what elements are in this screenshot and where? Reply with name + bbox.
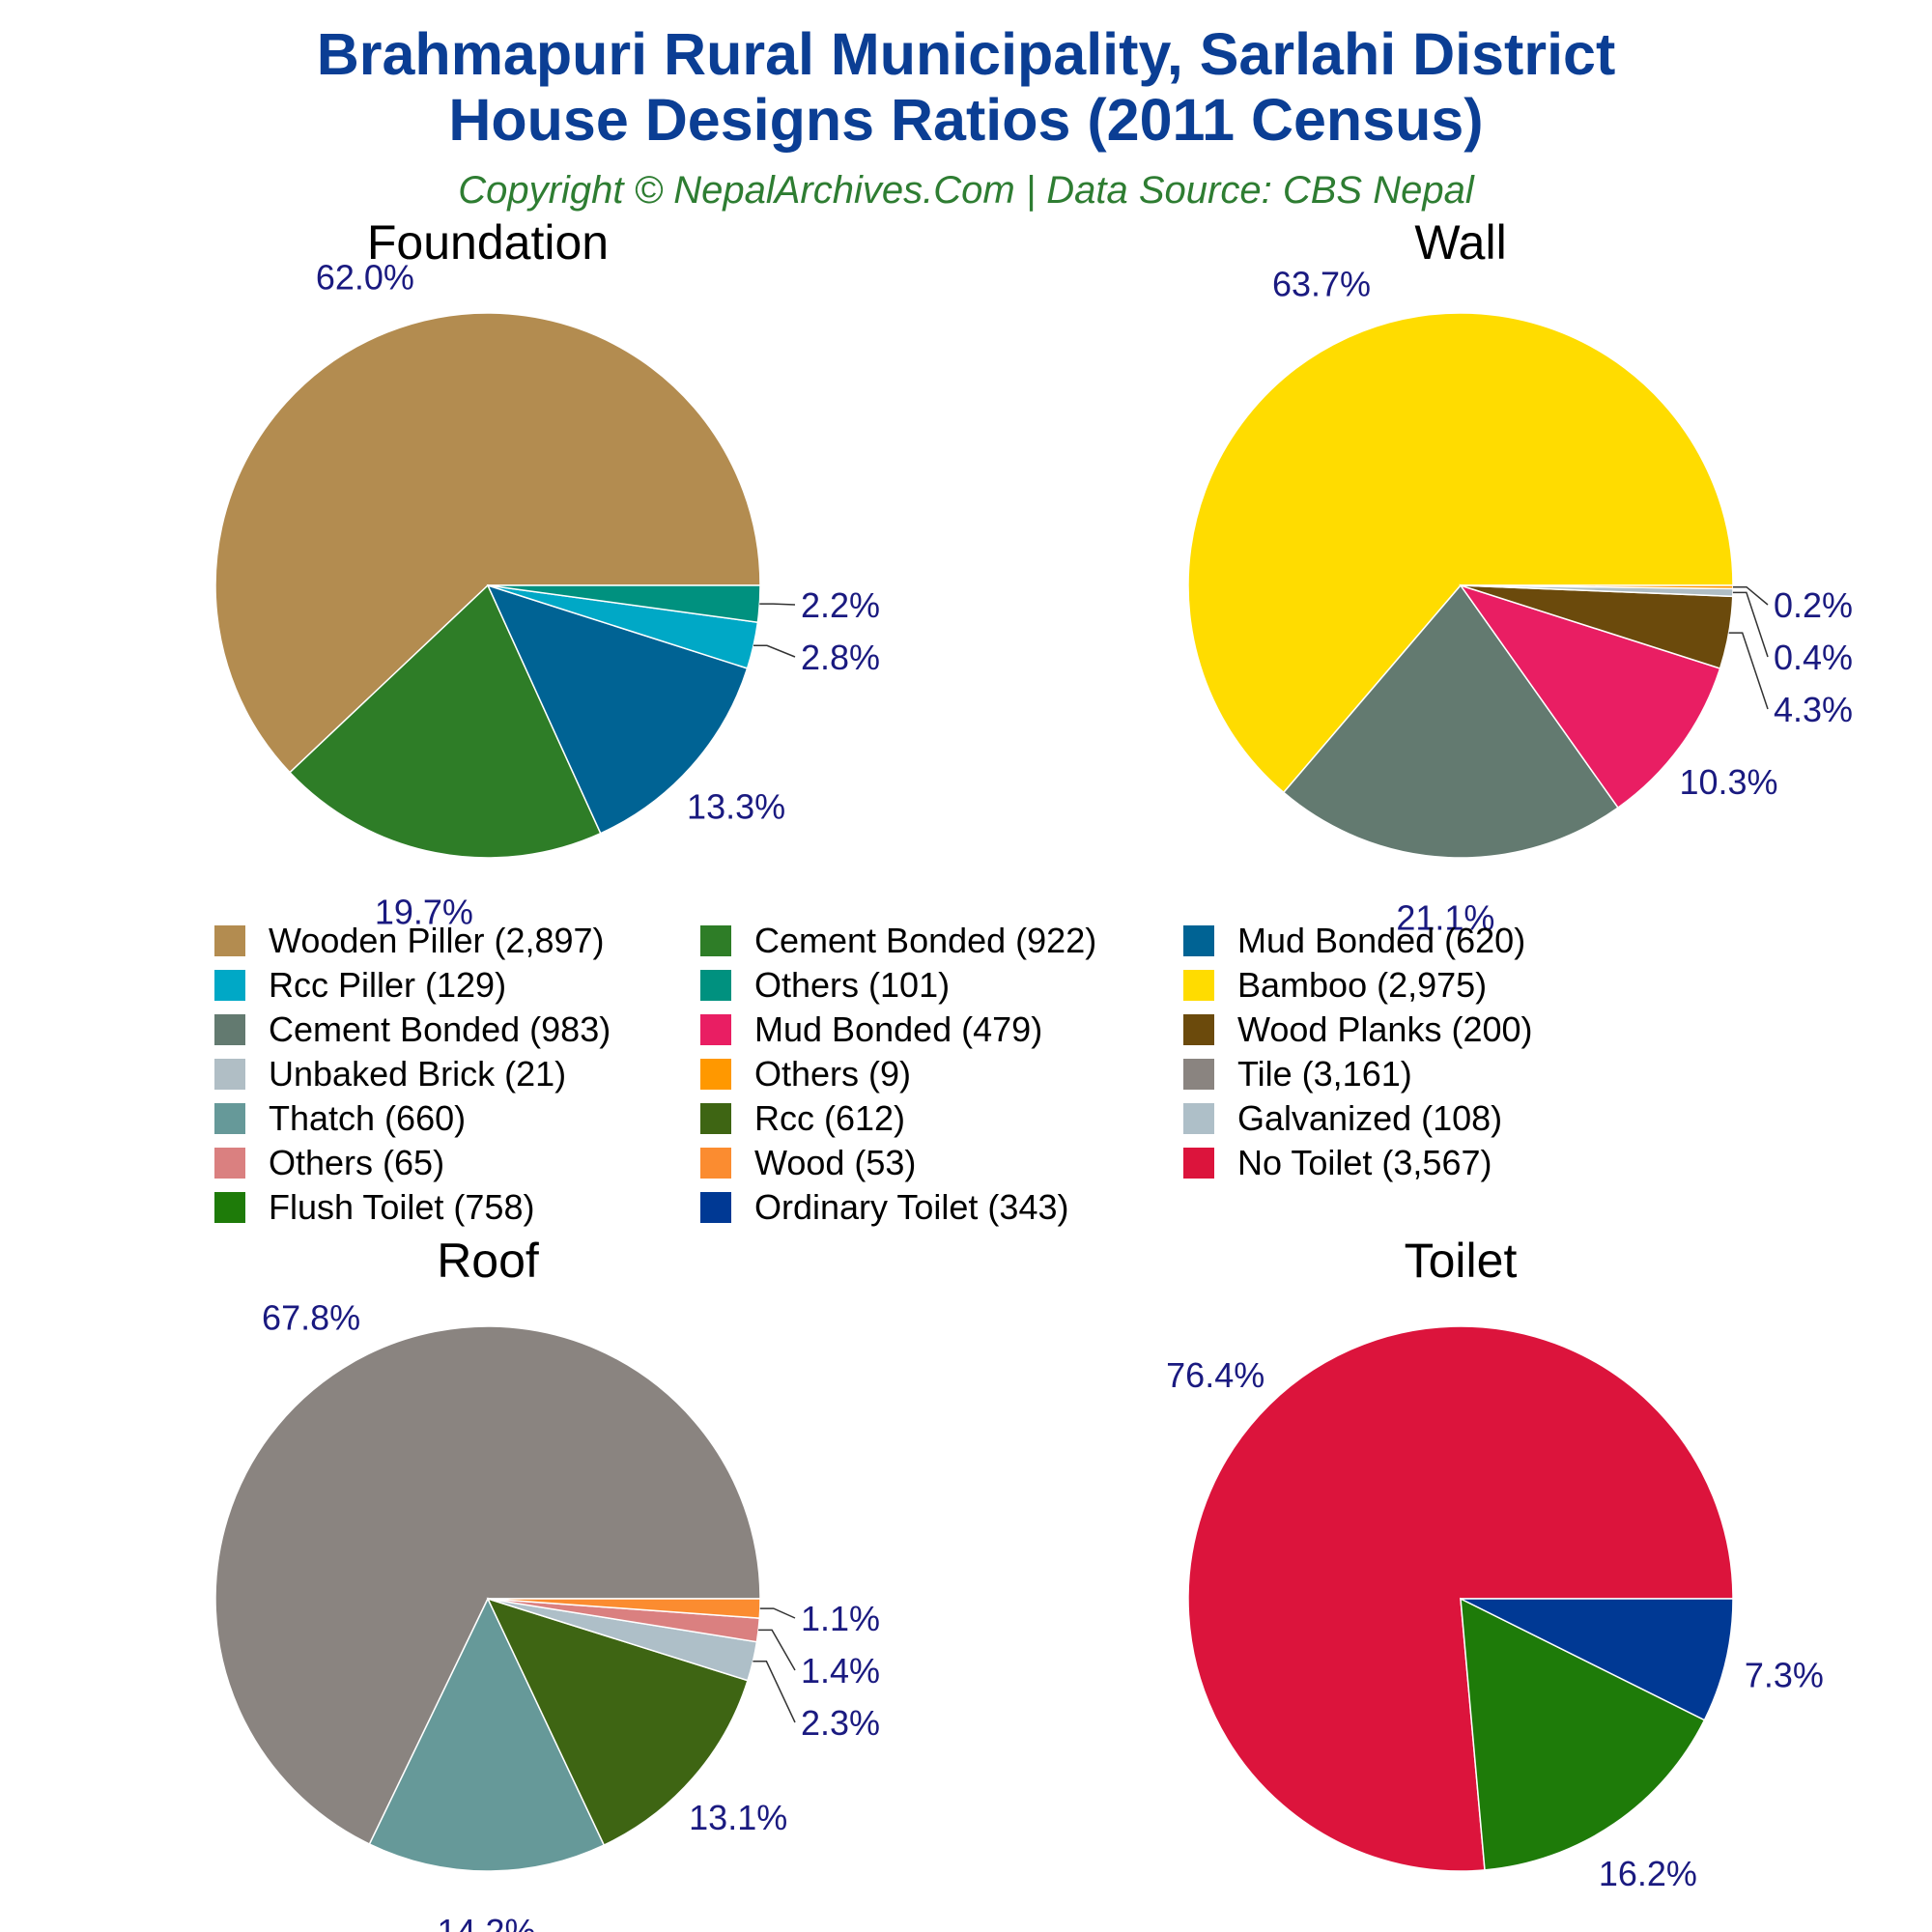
roof-leader-others [758,1629,796,1671]
roof-pct-label-wood: 1.1% [801,1599,880,1638]
legend-swatch-3 [1183,925,1214,956]
foundation-pct-label-others: 2.2% [801,585,880,625]
roof-pct-label-tile: 67.8% [262,1298,360,1338]
foundation-pct-label-mud-bonded: 13.3% [687,787,785,827]
wall-pct-label-bamboo: 63.7% [1272,265,1371,304]
legend-label-10: Unbaked Brick (21) [269,1054,566,1094]
foundation-pct-label-wooden-piller: 62.0% [316,257,414,297]
legend-swatch-7 [214,1014,245,1045]
legend-label-11: Others (9) [754,1054,911,1094]
legend-swatch-4 [214,970,245,1001]
legend-label-8: Mud Bonded (479) [754,1009,1042,1049]
foundation-leader-others [759,603,796,606]
legend-label-9: Wood Planks (200) [1237,1009,1533,1049]
foundation-pct-label-cement-bonded: 19.7% [375,893,473,932]
toilet-pct-label-no-toilet: 76.4% [1166,1355,1264,1395]
legend-label-19: Flush Toilet (758) [269,1187,534,1227]
legend-swatch-2 [700,925,731,956]
wall-pie-title: Wall [1414,215,1506,270]
legend-label-17: Wood (53) [754,1143,916,1182]
legend-swatch-14 [700,1103,731,1134]
legend-label-20: Ordinary Toilet (343) [754,1187,1068,1227]
legend-label-14: Rcc (612) [754,1098,905,1138]
legend-swatch-6 [1183,970,1214,1001]
legend-swatch-11 [700,1059,731,1090]
legend-label-5: Others (101) [754,965,950,1005]
wall-slice-cement-bonded [1282,583,1620,859]
legend-swatch-13 [214,1103,245,1134]
wall-leader-unbaked-brick [1732,591,1769,658]
wall-leader-wood-planks [1728,632,1769,710]
foundation-pie-title: Foundation [367,215,609,270]
foundation-pct-label-rcc-piller: 2.8% [801,638,880,677]
chart-title-line-2: House Designs Ratios (2011 Census) [448,87,1484,153]
wall-slice-bamboo [1187,312,1734,794]
foundation-slice-cement-bonded [288,583,602,859]
legend-label-1: Wooden Piller (2,897) [269,921,605,960]
roof-pct-label-thatch: 14.2% [437,1912,535,1932]
legend-swatch-19 [214,1192,245,1223]
legend-swatch-12 [1183,1059,1214,1090]
legend-label-3: Mud Bonded (620) [1237,921,1525,960]
legend-swatch-5 [700,970,731,1001]
legend-swatch-10 [214,1059,245,1090]
foundation-slice-mud-bonded [486,583,749,835]
roof-pct-label-galvanized: 2.3% [801,1703,880,1743]
chart-subtitle: Copyright © NepalArchives.Com | Data Sou… [458,169,1474,212]
legend-swatch-17 [700,1148,731,1179]
toilet-slice-flush-toilet [1460,1597,1706,1871]
roof-leader-galvanized [753,1661,796,1723]
wall-leader-others [1733,585,1769,606]
wall-pct-label-wood-planks: 4.3% [1774,690,1853,729]
legend-swatch-18 [1183,1148,1214,1179]
chart-title-line-1: Brahmapuri Rural Municipality, Sarlahi D… [316,21,1616,87]
foundation-leader-rcc-piller [753,644,796,658]
chart-header: Brahmapuri Rural Municipality, Sarlahi D… [0,21,1932,214]
legend-label-13: Thatch (660) [269,1098,466,1138]
legend-swatch-9 [1183,1014,1214,1045]
toilet-pie-title: Toilet [1405,1234,1518,1288]
toilet-pct-label-flush-toilet: 16.2% [1599,1854,1697,1893]
legend-label-12: Tile (3,161) [1237,1054,1412,1094]
roof-leader-wood [759,1607,796,1619]
wall-pct-label-mud-bonded: 10.3% [1679,762,1777,802]
roof-pie-title: Roof [437,1234,539,1288]
wall-pct-label-others: 0.2% [1774,585,1853,625]
foundation-slice-wooden-piller [214,312,761,774]
legend-label-16: Others (65) [269,1143,444,1182]
legend-swatch-16 [214,1148,245,1179]
toilet-slice-no-toilet [1187,1325,1734,1872]
wall-slice-mud-bonded [1459,583,1721,810]
legend-swatch-8 [700,1014,731,1045]
legend-label-7: Cement Bonded (983) [269,1009,611,1049]
wall-slice-others [1460,584,1734,590]
roof-pct-label-rcc: 13.1% [689,1798,787,1837]
legend-swatch-20 [700,1192,731,1223]
roof-pct-label-others: 1.4% [801,1651,880,1690]
legend-label-6: Bamboo (2,975) [1237,965,1487,1005]
legend-swatch-1 [214,925,245,956]
legend-label-4: Rcc Piller (129) [269,965,506,1005]
legend-swatch-15 [1183,1103,1214,1134]
legend-label-2: Cement Bonded (922) [754,921,1096,960]
legend-label-18: No Toilet (3,567) [1237,1143,1492,1182]
wall-pct-label-unbaked-brick: 0.4% [1774,638,1853,677]
roof-slice-thatch [368,1597,606,1872]
legend-label-15: Galvanized (108) [1237,1098,1502,1138]
wall-pct-label-cement-bonded: 21.1% [1396,898,1494,938]
toilet-pct-label-ordinary-toilet: 7.3% [1745,1656,1824,1695]
roof-slice-tile [214,1325,761,1846]
toilet-slice-ordinary-toilet [1460,1598,1734,1721]
